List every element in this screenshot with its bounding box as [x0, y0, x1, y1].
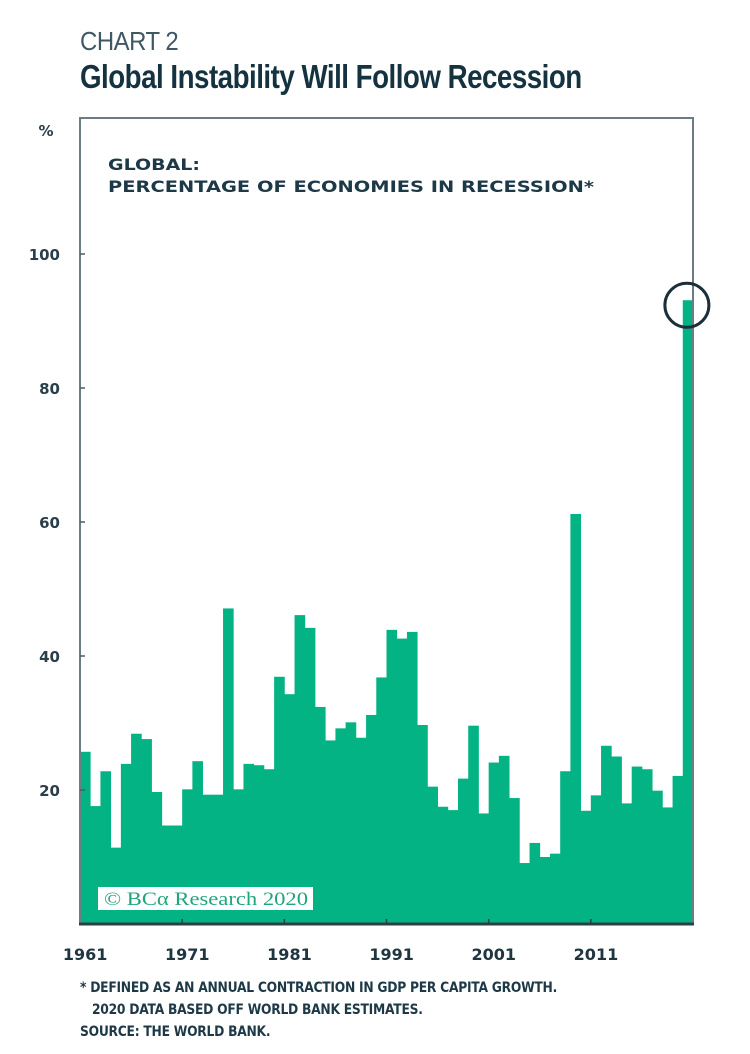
bar-2014 — [621, 803, 633, 924]
bar-2019 — [672, 775, 684, 924]
bar-1966 — [131, 733, 142, 924]
bar-1963 — [100, 771, 112, 924]
x-ticks-group: 1961 1971 1981 1991 2001 2011 — [63, 919, 618, 964]
bar-1998 — [458, 778, 469, 924]
bar-1975 — [223, 608, 234, 924]
bar-1985 — [325, 740, 336, 924]
bars-group — [80, 300, 694, 925]
x-tick-label-1961: 1961 — [63, 945, 108, 964]
bar-2005 — [529, 842, 541, 924]
bar-2010 — [580, 810, 592, 924]
bar-1988 — [355, 737, 367, 924]
bar-1969 — [161, 825, 173, 924]
bar-1989 — [366, 714, 377, 924]
bar-1973 — [202, 794, 214, 924]
bar-1977 — [243, 763, 255, 924]
bar-2013 — [611, 756, 622, 924]
bar-2002 — [498, 755, 510, 924]
bar-2001 — [488, 762, 500, 924]
bar-1990 — [376, 677, 387, 924]
bar-2018 — [662, 807, 673, 924]
bar-2004 — [519, 863, 530, 924]
bar-1965 — [120, 763, 132, 924]
bar-1987 — [345, 722, 357, 924]
bar-2020 — [682, 300, 694, 925]
watermark: © BCα Research 2020 — [98, 887, 313, 910]
bar-1970 — [171, 825, 183, 924]
bar-1976 — [233, 789, 244, 924]
chart-title: Global Instability Will Follow Recession — [80, 58, 582, 95]
bar-2003 — [509, 798, 520, 924]
bar-1980 — [274, 676, 285, 924]
bar-1999 — [468, 725, 479, 924]
bar-2006 — [539, 857, 551, 924]
bar-2017 — [652, 790, 663, 924]
y-tick-label-80: 80 — [39, 380, 60, 398]
bar-1992 — [396, 638, 408, 924]
y-tick-label-100: 100 — [29, 246, 60, 264]
x-tick-label-1971: 1971 — [165, 945, 210, 964]
bar-1984 — [314, 706, 326, 924]
bar-1981 — [284, 694, 295, 924]
bar-1979 — [263, 769, 275, 924]
footnote-estimates: 2020 DATA BASED OFF WORLD BANK ESTIMATES… — [92, 1002, 423, 1018]
bar-2016 — [641, 769, 653, 924]
bar-1991 — [386, 629, 398, 924]
y-ticks-group: 20 40 60 80 100 — [29, 246, 85, 800]
bar-1967 — [141, 739, 152, 924]
bar-2000 — [478, 813, 490, 924]
bar-1964 — [110, 847, 122, 924]
watermark-background — [98, 887, 313, 910]
bar-1994 — [417, 725, 428, 924]
bar-1996 — [437, 806, 449, 924]
bar-1978 — [253, 765, 265, 924]
y-tick-label-20: 20 — [39, 782, 60, 800]
chart-subtitle-line2: PERCENTAGE OF ECONOMIES IN RECESSION* — [108, 177, 595, 196]
highlight-circle — [663, 281, 711, 329]
bar-2009 — [570, 513, 582, 924]
x-tick-label-2001: 2001 — [472, 945, 517, 964]
bar-1995 — [427, 786, 438, 924]
bar-1974 — [212, 794, 224, 924]
bar-2008 — [560, 771, 571, 924]
footnote-definition: * DEFINED AS AN ANNUAL CONTRACTION IN GD… — [80, 980, 558, 996]
bar-2012 — [601, 745, 612, 924]
chart-number-label: CHART 2 — [80, 26, 179, 56]
bar-1961 — [80, 751, 91, 924]
bar-1997 — [447, 810, 459, 924]
bar-1971 — [182, 789, 193, 924]
bar-1983 — [304, 627, 316, 924]
y-tick-label-40: 40 — [39, 648, 60, 666]
bar-2007 — [549, 853, 561, 924]
bar-2011 — [590, 795, 602, 924]
x-tick-label-1981: 1981 — [267, 945, 312, 964]
bar-1986 — [335, 728, 347, 924]
bar-2015 — [631, 766, 643, 924]
chart-subtitle-line1: GLOBAL: — [108, 155, 200, 174]
watermark-text: © BCα Research 2020 — [104, 889, 308, 910]
x-tick-label-1991: 1991 — [369, 945, 414, 964]
bar-1972 — [192, 761, 203, 924]
bar-1962 — [90, 806, 101, 924]
y-axis-unit-label: % — [38, 122, 53, 140]
footnote-source: SOURCE: THE WORLD BANK. — [80, 1024, 271, 1040]
x-tick-label-2011: 2011 — [574, 945, 619, 964]
y-tick-label-60: 60 — [39, 514, 60, 532]
bar-1982 — [294, 615, 306, 924]
bar-1968 — [151, 792, 163, 924]
bar-1993 — [406, 631, 418, 924]
